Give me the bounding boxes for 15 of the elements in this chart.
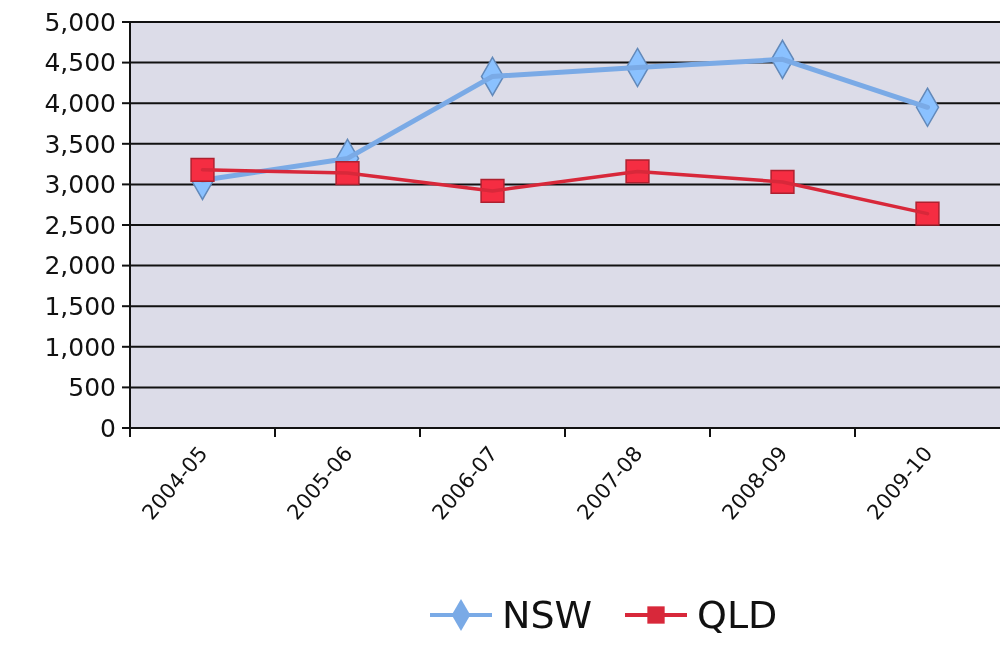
y-tick-label: 3,000 xyxy=(44,170,116,200)
y-tick-label: 1,000 xyxy=(44,332,116,362)
y-tick-label: 2,500 xyxy=(44,210,116,240)
legend-label: NSW xyxy=(502,593,593,637)
y-tick-label: 2,000 xyxy=(44,251,116,281)
y-tick-label: 5,000 xyxy=(44,7,116,37)
y-tick-label: 500 xyxy=(68,373,116,403)
y-tick-label: 1,500 xyxy=(44,291,116,321)
legend-label: QLD xyxy=(697,593,778,637)
y-tick-label: 4,000 xyxy=(44,88,116,118)
y-tick-label: 0 xyxy=(100,413,116,443)
point xyxy=(915,201,940,226)
y-tick-label: 3,500 xyxy=(44,129,116,159)
point xyxy=(190,157,215,182)
y-tick-label: 4,500 xyxy=(44,48,116,78)
